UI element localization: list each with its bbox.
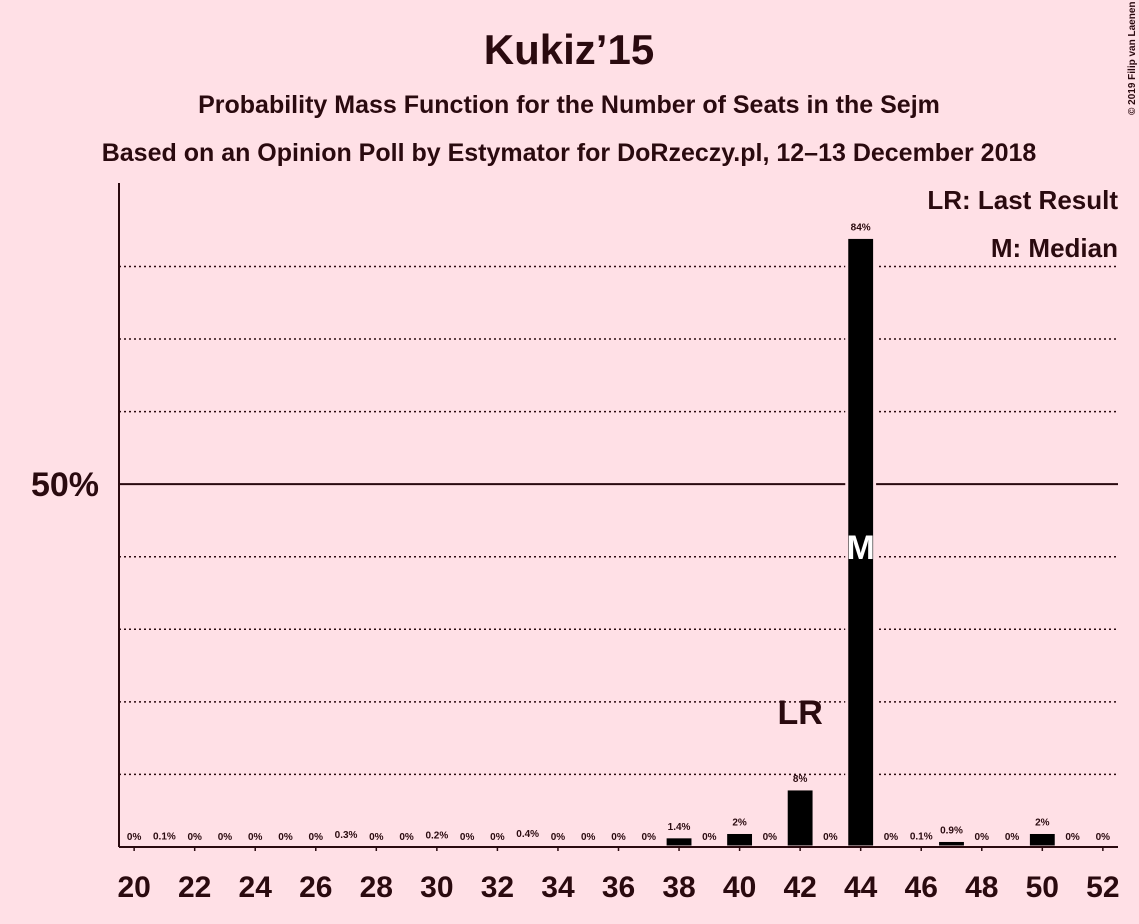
value-label: 0% xyxy=(884,832,899,843)
x-tick-label: 24 xyxy=(239,871,273,904)
value-label: 0% xyxy=(1096,832,1111,843)
value-label: 0% xyxy=(127,832,142,843)
y-tick-label: 50% xyxy=(31,466,99,504)
x-tick-label: 34 xyxy=(541,871,575,904)
x-tick-label: 30 xyxy=(420,871,453,904)
value-label: 0% xyxy=(309,832,324,843)
x-tick-label: 38 xyxy=(662,871,695,904)
value-label: 0% xyxy=(581,832,596,843)
x-tick-label: 52 xyxy=(1086,871,1119,904)
bar xyxy=(1026,830,1058,849)
x-tick-label: 50 xyxy=(1026,871,1059,904)
value-label: 0.9% xyxy=(940,825,963,836)
value-label: 0% xyxy=(763,832,778,843)
bar xyxy=(724,830,756,849)
chart-title: Kukiz’15 xyxy=(484,26,654,73)
value-label: 0% xyxy=(642,832,657,843)
x-tick-label: 40 xyxy=(723,871,756,904)
credit: © 2019 Filip van Laenen xyxy=(1127,1,1138,115)
value-label: 0% xyxy=(460,832,475,843)
value-label: 0% xyxy=(702,832,717,843)
value-label: 0% xyxy=(248,832,263,843)
x-tick-label: 22 xyxy=(178,871,211,904)
value-label: 1.4% xyxy=(668,822,691,833)
x-tick-label: 48 xyxy=(965,871,998,904)
annotation: M xyxy=(847,529,875,567)
legend-entry: LR: Last Result xyxy=(927,185,1118,215)
value-label: 0% xyxy=(1065,832,1080,843)
value-label: 0% xyxy=(187,832,202,843)
value-label: 0% xyxy=(975,832,990,843)
bar xyxy=(663,835,695,849)
chart-subtitle: Based on an Opinion Poll by Estymator fo… xyxy=(102,139,1037,167)
value-label: 0% xyxy=(1005,832,1020,843)
chart-subtitle: Probability Mass Function for the Number… xyxy=(198,91,940,119)
x-tick-label: 32 xyxy=(481,871,514,904)
value-label: 0% xyxy=(369,832,384,843)
bar xyxy=(784,787,816,849)
value-label: 0% xyxy=(218,832,233,843)
value-label: 0.3% xyxy=(335,830,358,841)
value-label: 0.2% xyxy=(425,831,448,842)
value-label: 0% xyxy=(399,832,414,843)
value-label: 84% xyxy=(851,222,871,233)
x-tick-label: 36 xyxy=(602,871,635,904)
value-label: 0% xyxy=(490,832,505,843)
x-tick-label: 20 xyxy=(117,871,150,904)
bar xyxy=(845,235,877,849)
value-label: 2% xyxy=(1035,817,1050,828)
value-label: 0% xyxy=(823,832,838,843)
x-tick-label: 28 xyxy=(360,871,393,904)
value-label: 0.4% xyxy=(516,829,539,840)
value-label: 0.1% xyxy=(153,831,176,842)
x-tick-label: 42 xyxy=(783,871,816,904)
value-label: 0% xyxy=(551,832,566,843)
value-label: 0.1% xyxy=(910,831,933,842)
legend-entry: M: Median xyxy=(991,233,1118,263)
x-tick-label: 26 xyxy=(299,871,332,904)
value-label: 8% xyxy=(793,774,808,785)
annotation: LR xyxy=(777,694,822,732)
x-tick-label: 46 xyxy=(905,871,938,904)
value-label: 0% xyxy=(278,832,293,843)
value-label: 2% xyxy=(732,817,747,828)
x-tick-label: 44 xyxy=(844,871,878,904)
value-label: 0% xyxy=(611,832,626,843)
